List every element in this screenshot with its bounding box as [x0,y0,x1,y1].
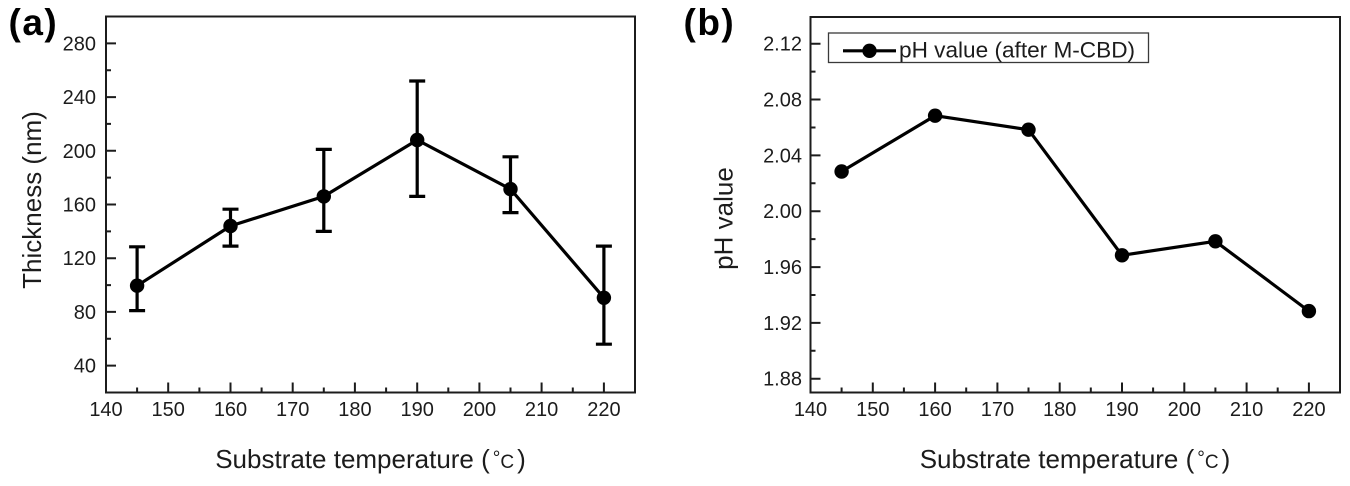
svg-text:Thickness (nm): Thickness (nm) [17,111,47,289]
svg-text:160: 160 [63,195,96,217]
svg-text:2.12: 2.12 [763,34,802,56]
svg-text:140: 140 [794,399,827,421]
svg-text:210: 210 [525,399,558,421]
svg-text:Substrate temperature (°C): Substrate temperature (°C) [920,444,1231,474]
svg-text:(b): (b) [684,2,736,43]
svg-text:80: 80 [74,302,96,324]
svg-text:2.08: 2.08 [763,90,802,112]
svg-text:1.96: 1.96 [763,257,802,279]
svg-text:220: 220 [1292,399,1325,421]
svg-text:280: 280 [63,33,96,55]
svg-text:240: 240 [63,87,96,109]
svg-text:180: 180 [1043,399,1076,421]
svg-text:pH value (after M-CBD): pH value (after M-CBD) [899,38,1135,63]
svg-text:160: 160 [918,399,951,421]
svg-text:220: 220 [587,399,620,421]
svg-text:200: 200 [463,399,496,421]
svg-text:1.92: 1.92 [763,313,802,335]
svg-text:170: 170 [981,399,1014,421]
svg-text:2.04: 2.04 [763,145,802,167]
svg-text:190: 190 [1105,399,1138,421]
svg-text:150: 150 [152,399,185,421]
svg-text:200: 200 [1168,399,1201,421]
svg-text:170: 170 [276,399,309,421]
svg-text:2.00: 2.00 [763,201,802,223]
svg-text:120: 120 [63,248,96,270]
svg-text:160: 160 [214,399,247,421]
svg-text:180: 180 [338,399,371,421]
svg-text:Substrate temperature (°C): Substrate temperature (°C) [215,444,526,474]
svg-text:40: 40 [74,356,96,378]
svg-text:210: 210 [1230,399,1263,421]
svg-text:(a): (a) [9,2,59,43]
svg-text:pH value: pH value [709,167,739,270]
svg-text:1.88: 1.88 [763,369,802,391]
svg-text:190: 190 [401,399,434,421]
svg-text:200: 200 [63,141,96,163]
svg-text:140: 140 [89,399,122,421]
svg-text:150: 150 [856,399,889,421]
